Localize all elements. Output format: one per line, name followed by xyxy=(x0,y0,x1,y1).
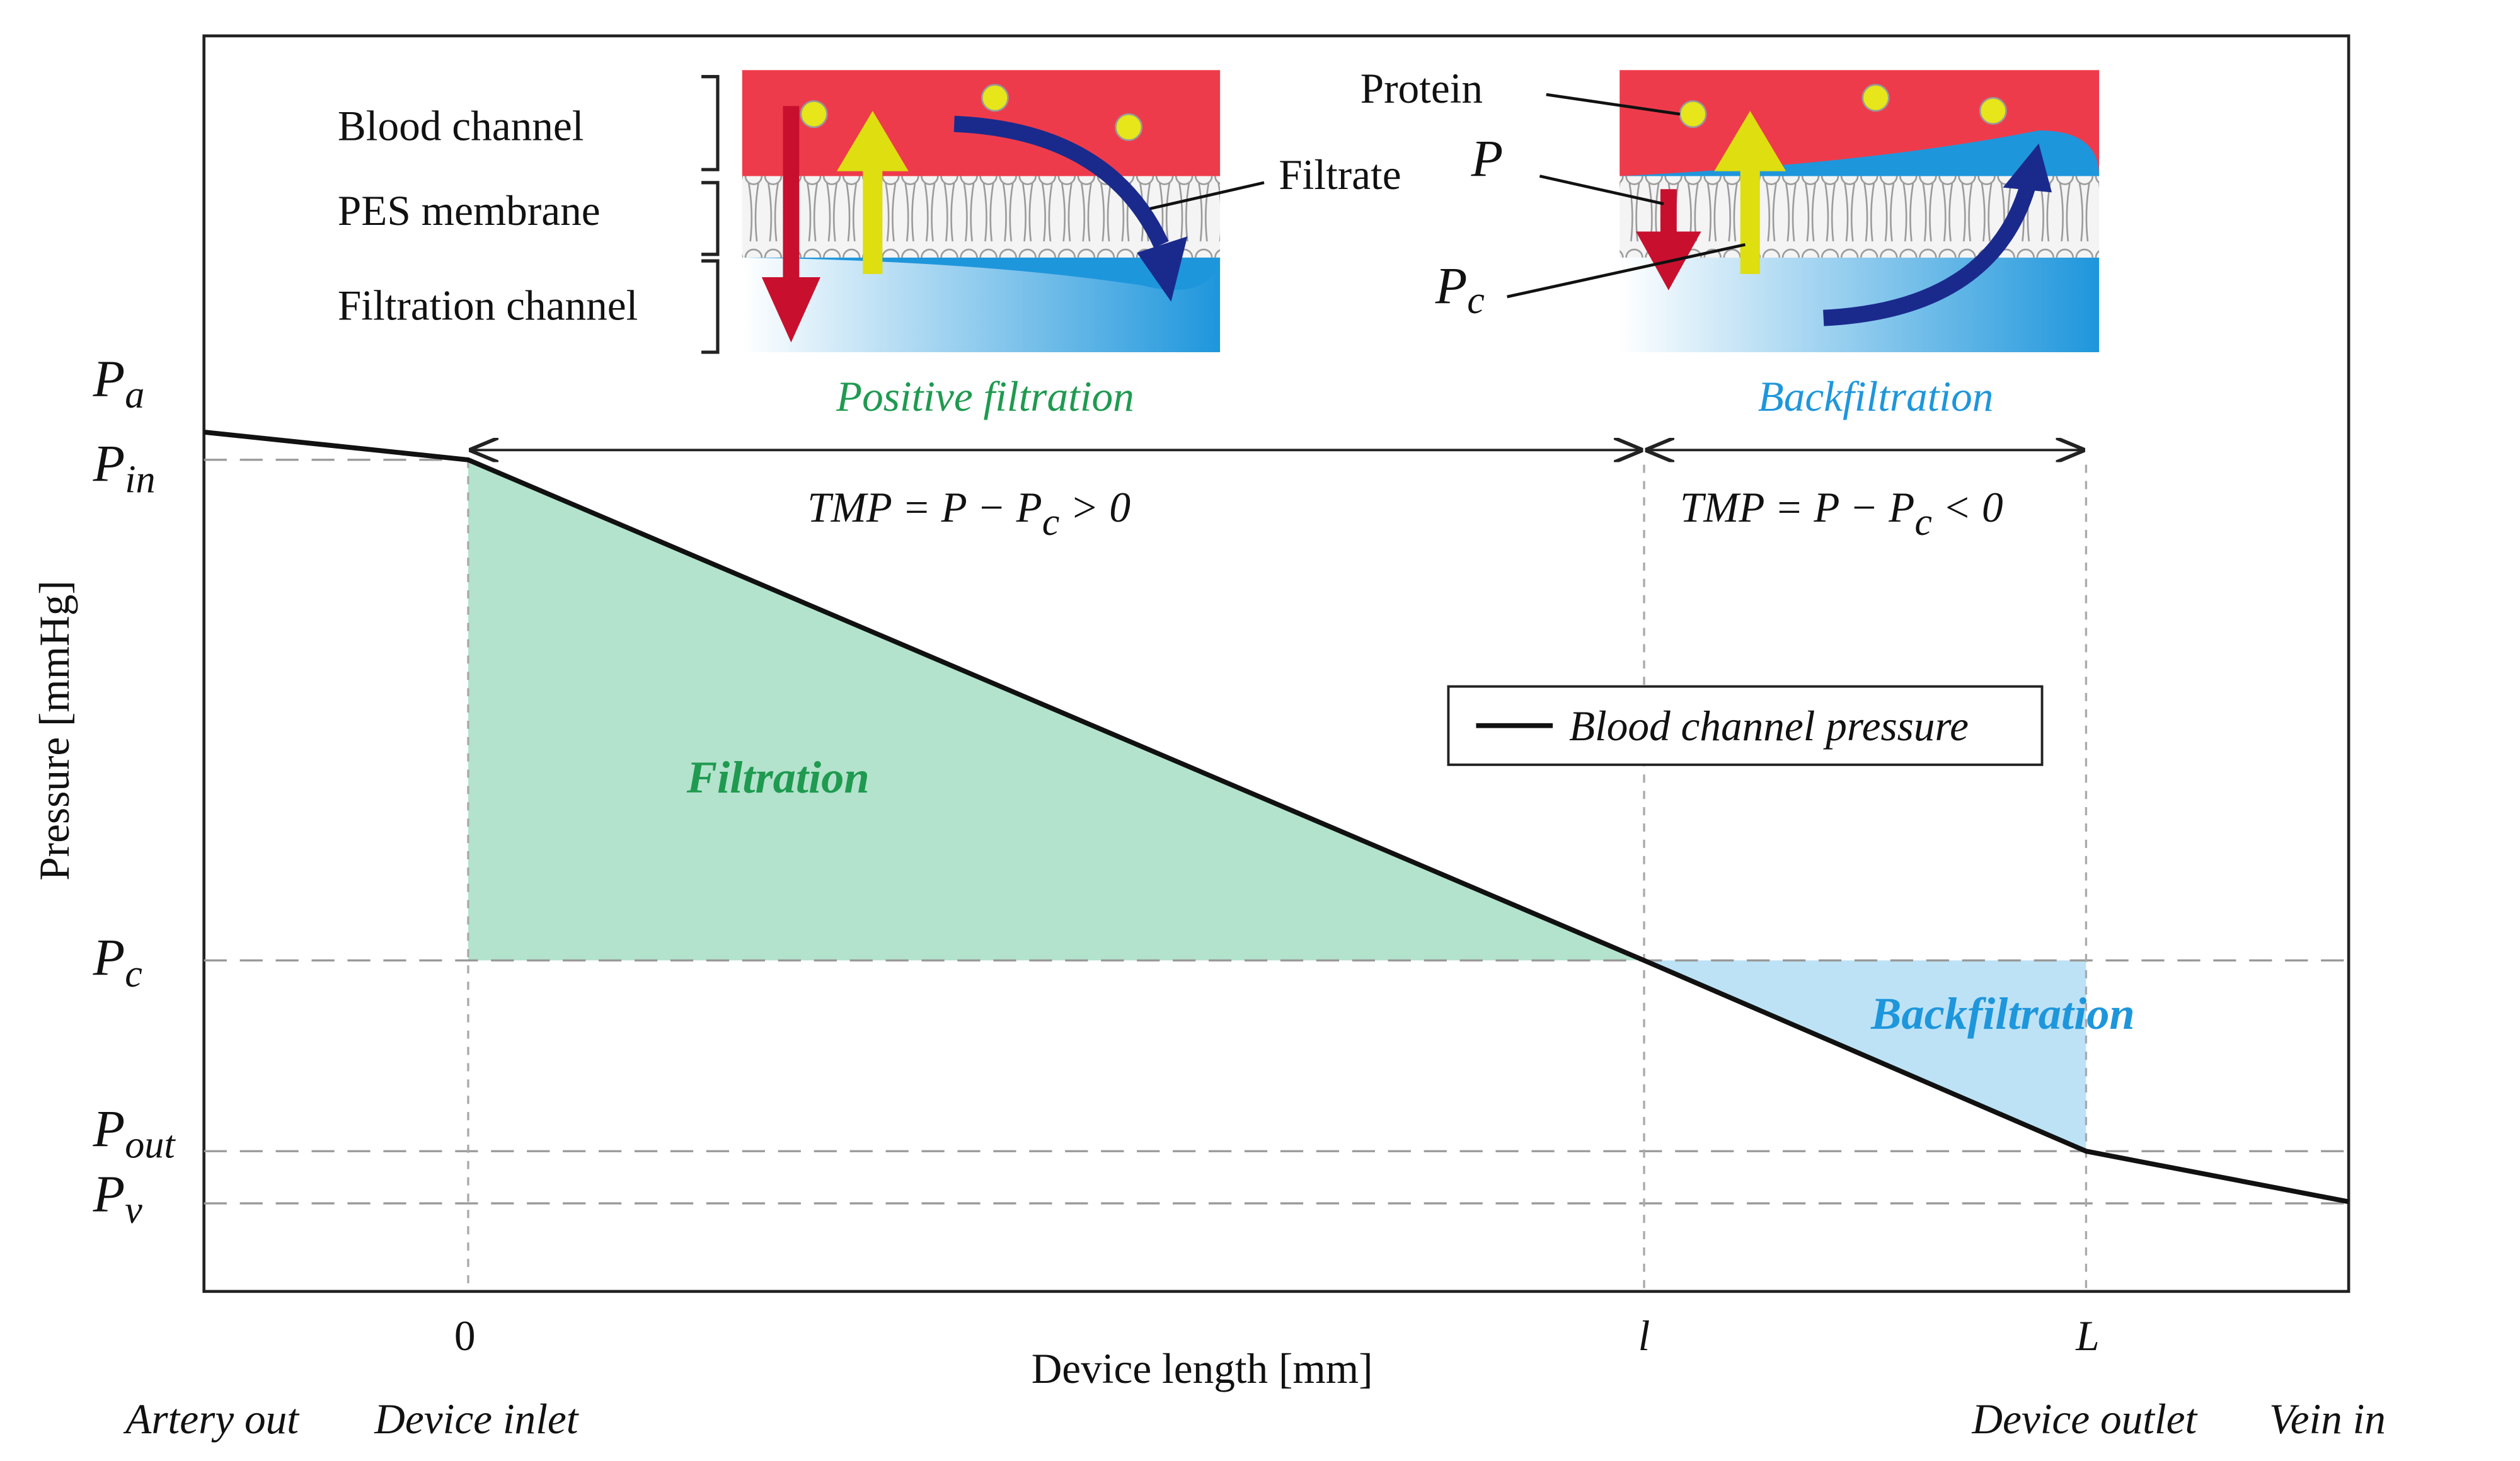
formula-part: TMP = P − P xyxy=(1680,484,1914,531)
inset-caption: Positive filtration xyxy=(836,373,1134,420)
leader-line xyxy=(1149,181,1265,210)
x-note: Device inlet xyxy=(374,1395,579,1443)
protein xyxy=(981,84,1009,112)
x-note: Artery out xyxy=(123,1395,300,1443)
tick-sub: c xyxy=(1467,279,1485,322)
y-tick-label: Pv xyxy=(93,1165,143,1232)
protein-label: Protein xyxy=(1361,65,1483,112)
tick-main: P xyxy=(93,1165,125,1223)
formula-sub: c xyxy=(1042,501,1060,544)
formula-part: > 0 xyxy=(1059,484,1131,531)
tick-main: P xyxy=(93,350,125,408)
y-tick-label: Pout xyxy=(93,1099,176,1166)
protein xyxy=(1679,100,1707,129)
backfiltrate-layer xyxy=(1620,130,2100,176)
tick-main: P xyxy=(1435,256,1468,314)
leader-line xyxy=(1507,243,1746,299)
pressure-arrow xyxy=(836,110,909,274)
x-axis-label: Device length [mm] xyxy=(1032,1345,1373,1392)
pc-label: Pc xyxy=(1435,256,1485,322)
inset-label: PES membrane xyxy=(338,187,601,234)
tick-main: P xyxy=(93,435,125,493)
protein xyxy=(800,100,828,129)
tick-sub: c xyxy=(125,953,142,995)
x-tick-label: 0 xyxy=(454,1312,476,1360)
flow-arrow-head xyxy=(2003,143,2052,193)
formula: TMP = P − Pc > 0 xyxy=(807,484,1131,544)
y-tick-label: Pc xyxy=(93,929,142,995)
leader-line xyxy=(1546,93,1681,116)
filtrate-label: Filtrate xyxy=(1279,151,1401,198)
flow-arrow xyxy=(953,115,1169,248)
tick-main: P xyxy=(93,929,125,987)
formula-part: < 0 xyxy=(1932,484,2003,531)
legend-label: Blood channel pressure xyxy=(1569,702,1969,750)
pressure-line xyxy=(204,430,2349,1205)
protein xyxy=(1115,113,1143,141)
protein xyxy=(1979,96,2007,125)
leader-line xyxy=(1539,175,1664,205)
tick-sub: in xyxy=(125,459,155,501)
tick-sub: a xyxy=(125,374,144,416)
inset-caption: Backfiltration xyxy=(1758,373,1994,420)
x-note: Vein in xyxy=(2269,1395,2386,1443)
x-note: Device outlet xyxy=(1971,1395,2198,1443)
region-label: Backfiltration xyxy=(1870,988,2135,1039)
y-axis-label: Pressure [mmHg] xyxy=(31,580,78,881)
brackets xyxy=(701,75,720,354)
filtrate-layer xyxy=(742,257,1221,290)
tick-sub: out xyxy=(125,1124,176,1167)
tick-main: P xyxy=(93,1099,125,1157)
region-label: Filtration xyxy=(686,752,870,803)
formula-part: TMP = P − P xyxy=(807,484,1042,531)
y-tick-label: Pin xyxy=(93,435,156,501)
inset-left: Blood channel PES membrane Filtration ch… xyxy=(338,70,1401,420)
tick-sub: v xyxy=(125,1189,142,1232)
inset-right: Protein P Pc Backfiltration xyxy=(1361,65,2100,420)
inset-label: Filtration channel xyxy=(338,282,638,329)
flow-arrow xyxy=(1823,185,2035,326)
x-tick-label: l xyxy=(1638,1312,1650,1360)
pressure-arrow xyxy=(1714,110,1786,274)
protein xyxy=(1861,84,1890,112)
p-label: P xyxy=(1471,130,1504,188)
pressure-arrow xyxy=(761,106,820,343)
inset-label: Blood channel xyxy=(338,103,584,150)
formula: TMP = P − Pc < 0 xyxy=(1680,484,2003,544)
y-tick-label: Pa xyxy=(93,350,145,416)
flow-arrow-head xyxy=(1137,236,1188,302)
formula-sub: c xyxy=(1914,501,1932,544)
x-tick-label: L xyxy=(2075,1312,2099,1360)
plot-frame xyxy=(202,34,2350,1293)
pressure-arrow xyxy=(1636,189,1701,290)
filtration-channel xyxy=(1620,257,2100,353)
